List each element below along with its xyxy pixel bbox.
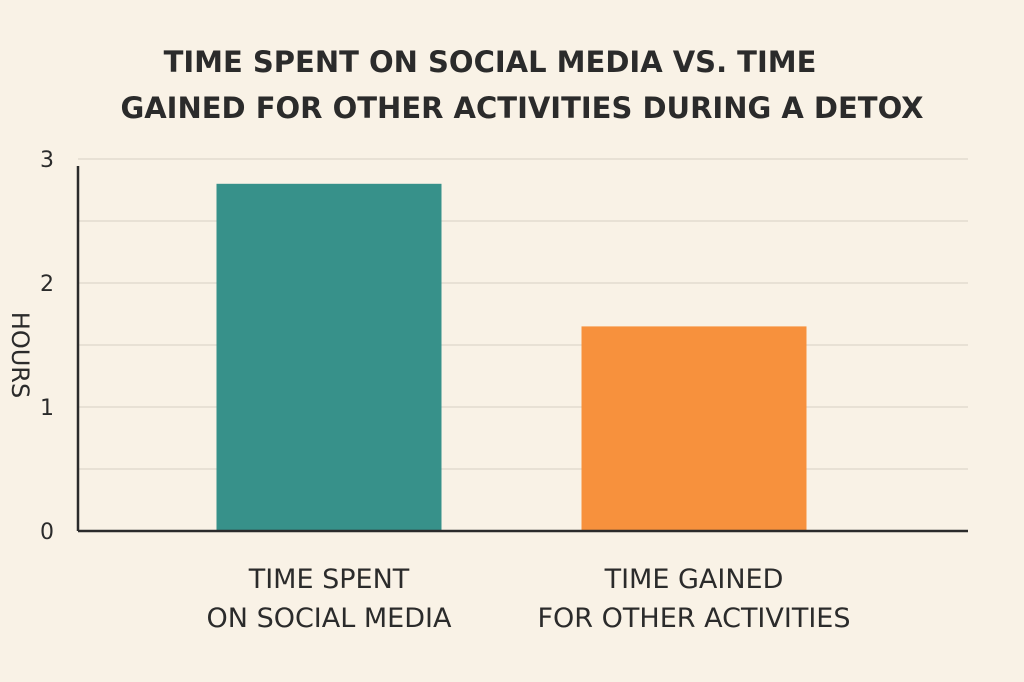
bar-1: [216, 183, 442, 532]
y-tick-label: 2: [40, 272, 54, 297]
chart-title-line-1: TIME SPENT ON SOCIAL MEDIA VS. TIME: [164, 45, 817, 79]
y-axis-label: HOURS: [6, 312, 34, 398]
bars: [216, 183, 807, 532]
gridlines: [78, 158, 968, 470]
y-tick-label: 1: [40, 396, 54, 421]
y-tick-label: 3: [40, 148, 54, 173]
chart-title: TIME SPENT ON SOCIAL MEDIA VS. TIME GAIN…: [120, 45, 923, 125]
chart-title-line-2: GAINED FOR OTHER ACTIVITIES DURING A DET…: [120, 91, 923, 125]
bar-2: [581, 326, 807, 531]
y-tick-label: 0: [40, 520, 54, 545]
x-axis-category-labels: TIME SPENT ON SOCIAL MEDIA TIME GAINED FOR …: [207, 564, 851, 634]
x-category-label-line: ON SOCIAL MEDIA: [207, 603, 452, 634]
y-axis-ticks: 0 1 2 3: [40, 148, 54, 545]
x-category-label-line: FOR OTHER ACTIVITIES: [538, 603, 851, 634]
x-category-label-line: TIME SPENT: [248, 564, 410, 595]
x-category-label-line: TIME GAINED: [604, 564, 784, 595]
